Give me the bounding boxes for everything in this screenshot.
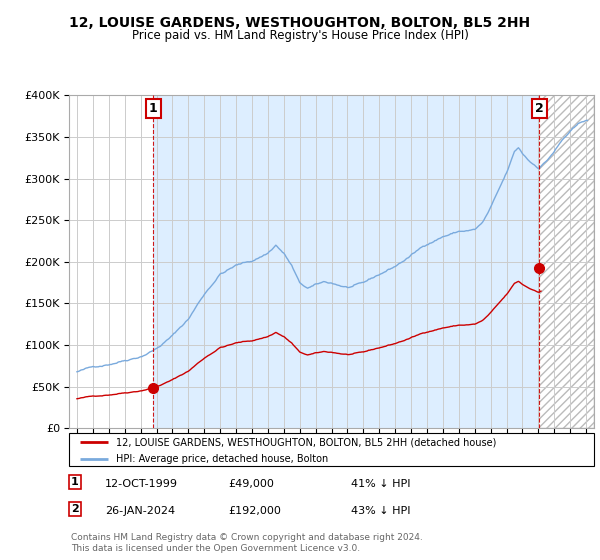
Bar [153, 95, 539, 428]
Bar [539, 95, 594, 428]
Text: £192,000: £192,000 [228, 506, 281, 516]
Text: 2: 2 [71, 504, 79, 514]
Text: Contains HM Land Registry data © Crown copyright and database right 2024.
This d: Contains HM Land Registry data © Crown c… [71, 533, 422, 553]
Text: £49,000: £49,000 [228, 479, 274, 489]
Text: 12, LOUISE GARDENS, WESTHOUGHTON, BOLTON, BL5 2HH: 12, LOUISE GARDENS, WESTHOUGHTON, BOLTON… [70, 16, 530, 30]
Text: 43% ↓ HPI: 43% ↓ HPI [351, 506, 410, 516]
Text: 2: 2 [535, 102, 544, 115]
Text: 12-OCT-1999: 12-OCT-1999 [105, 479, 178, 489]
Text: 26-JAN-2024: 26-JAN-2024 [105, 506, 175, 516]
Text: 1: 1 [149, 102, 158, 115]
Text: Price paid vs. HM Land Registry's House Price Index (HPI): Price paid vs. HM Land Registry's House … [131, 29, 469, 42]
Text: HPI: Average price, detached house, Bolton: HPI: Average price, detached house, Bolt… [116, 454, 329, 464]
Text: 41% ↓ HPI: 41% ↓ HPI [351, 479, 410, 489]
Text: 1: 1 [71, 477, 79, 487]
Bar [539, 95, 594, 428]
Text: 12, LOUISE GARDENS, WESTHOUGHTON, BOLTON, BL5 2HH (detached house): 12, LOUISE GARDENS, WESTHOUGHTON, BOLTON… [116, 437, 497, 447]
